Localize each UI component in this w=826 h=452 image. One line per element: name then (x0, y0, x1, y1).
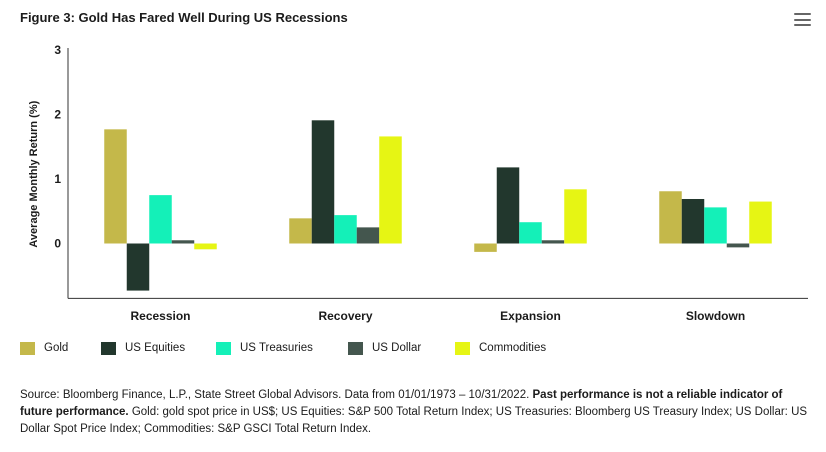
legend-swatch (20, 342, 35, 355)
bar-expansion-us-treasuries (519, 222, 542, 244)
legend-swatch (455, 342, 470, 355)
bar-recovery-gold (289, 218, 312, 244)
y-tick-label: 2 (54, 108, 61, 122)
bar-recession-us-treasuries (149, 195, 172, 244)
bar-slowdown-commodities (749, 201, 772, 244)
x-category-label: Expansion (500, 309, 561, 323)
bar-slowdown-us-dollar (726, 243, 750, 248)
bar-recovery-commodities (379, 136, 402, 244)
source-text: Source: Bloomberg Finance, L.P., State S… (20, 389, 530, 401)
legend-label: US Treasuries (240, 342, 313, 354)
legend-label: US Equities (125, 342, 186, 354)
source-note: Source: Bloomberg Finance, L.P., State S… (20, 387, 810, 438)
y-tick-label: 1 (54, 172, 61, 186)
legend-label: Commodities (479, 342, 547, 354)
index-definitions: Gold: gold spot price in US$; US Equitie… (20, 406, 808, 435)
bar-recovery-us-dollar (356, 227, 380, 244)
legend-swatch (216, 342, 231, 355)
bar-expansion-us-dollar (541, 240, 565, 244)
bar-recession-gold (104, 129, 127, 244)
y-tick-label: 3 (54, 43, 61, 57)
x-category-label: Recovery (318, 309, 372, 323)
bar-recovery-us-treasuries (334, 215, 357, 244)
hamburger-menu-icon[interactable] (794, 13, 811, 27)
bar-recession-us-equities (126, 243, 150, 291)
legend-swatch (348, 342, 363, 355)
x-category-label: Recession (130, 309, 190, 323)
chart-title: Figure 3: Gold Has Fared Well During US … (20, 10, 348, 25)
bar-expansion-us-equities (496, 167, 520, 244)
bar-recession-commodities (194, 243, 217, 250)
x-category-label: Slowdown (686, 309, 745, 323)
chart-legend: Gold US Equities US Treasuries US Dollar Com… (0, 341, 826, 359)
y-tick-label: 0 (54, 237, 61, 251)
legend-label: Gold (44, 342, 69, 354)
bar-recession-us-dollar (171, 240, 195, 244)
y-axis-label: Average Monthly Return (%) (28, 100, 40, 247)
bar-expansion-commodities (564, 189, 587, 244)
bar-expansion-gold (474, 243, 497, 252)
legend-swatch (101, 342, 116, 355)
bar-recovery-us-equities (311, 120, 335, 244)
bar-slowdown-gold (659, 191, 682, 244)
legend-label: US Dollar (372, 342, 422, 354)
bar-slowdown-us-equities (681, 198, 705, 244)
bar-chart: 3 2 1 0 Average Monthly Return (%) Recession R… (28, 43, 808, 323)
bar-slowdown-us-treasuries (704, 207, 727, 244)
performance-disclaimer: Past performance is not a reliable indic… (20, 389, 783, 418)
